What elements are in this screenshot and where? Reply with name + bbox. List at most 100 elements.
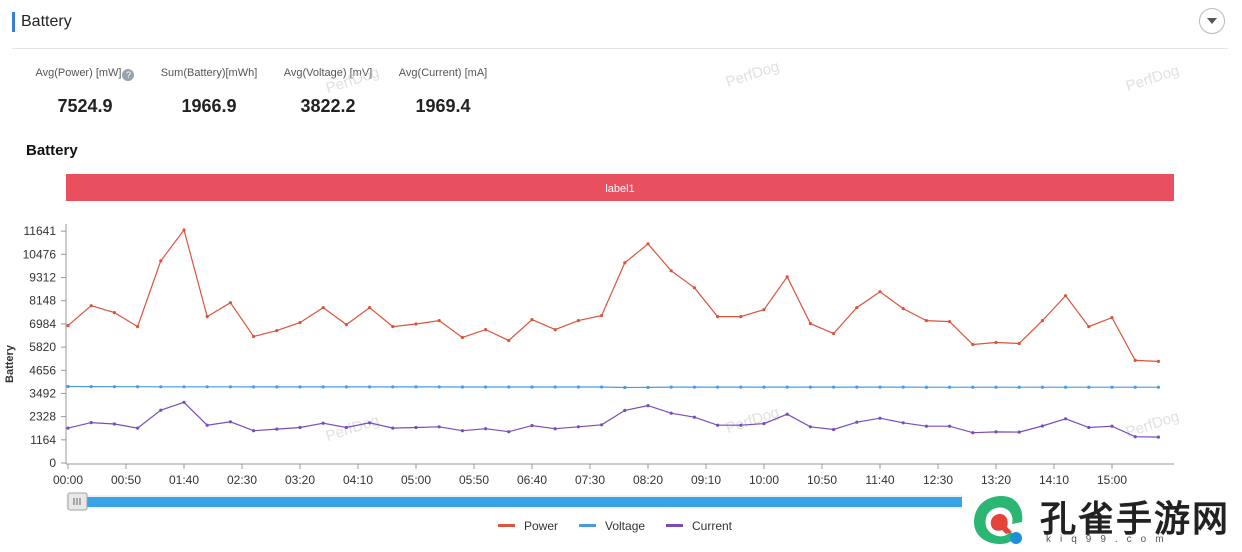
voltage-data-point[interactable] xyxy=(136,385,140,389)
current-data-point[interactable] xyxy=(414,425,418,430)
current-data-point[interactable] xyxy=(159,408,163,412)
voltage-data-point[interactable] xyxy=(391,385,395,389)
current-data-point[interactable] xyxy=(553,427,557,431)
current-data-point[interactable] xyxy=(252,429,256,433)
power-data-point[interactable] xyxy=(1110,316,1114,320)
power-data-point[interactable] xyxy=(205,315,209,319)
current-data-point[interactable] xyxy=(692,415,697,419)
power-data-point[interactable] xyxy=(159,259,163,263)
power-data-point[interactable] xyxy=(414,322,418,326)
current-data-point[interactable] xyxy=(136,426,140,430)
zoom-slider-range[interactable] xyxy=(76,497,1164,507)
current-data-point[interactable] xyxy=(437,425,441,429)
legend-item-power[interactable]: Power xyxy=(498,519,558,533)
power-data-point[interactable] xyxy=(344,323,348,327)
current-data-point[interactable] xyxy=(948,424,952,428)
voltage-series-line[interactable] xyxy=(67,385,1159,389)
voltage-data-point[interactable] xyxy=(924,385,929,389)
voltage-data-point[interactable] xyxy=(576,385,581,389)
power-data-point[interactable] xyxy=(1087,325,1091,329)
power-data-point[interactable] xyxy=(182,228,186,232)
current-data-point[interactable] xyxy=(1017,430,1021,434)
power-data-point[interactable] xyxy=(901,307,905,311)
voltage-data-point[interactable] xyxy=(437,385,441,389)
current-data-point[interactable] xyxy=(1064,417,1068,421)
current-data-point[interactable] xyxy=(507,430,511,434)
voltage-data-point[interactable] xyxy=(600,385,604,389)
current-data-point[interactable] xyxy=(855,420,859,424)
voltage-data-point[interactable] xyxy=(1017,385,1021,389)
current-data-point[interactable] xyxy=(994,430,998,434)
current-data-point[interactable] xyxy=(669,411,673,415)
voltage-data-point[interactable] xyxy=(66,384,70,389)
voltage-data-point[interactable] xyxy=(1133,385,1137,389)
current-data-point[interactable] xyxy=(762,422,766,426)
power-data-point[interactable] xyxy=(252,334,256,339)
power-data-point[interactable] xyxy=(391,325,395,329)
power-data-point[interactable] xyxy=(646,242,650,246)
voltage-data-point[interactable] xyxy=(553,385,557,389)
voltage-data-point[interactable] xyxy=(1064,385,1068,389)
voltage-data-point[interactable] xyxy=(507,385,511,389)
current-data-point[interactable] xyxy=(1040,424,1044,428)
current-data-point[interactable] xyxy=(275,427,279,431)
legend-item-voltage[interactable]: Voltage xyxy=(579,519,645,533)
current-data-point[interactable] xyxy=(66,426,70,430)
current-data-point[interactable] xyxy=(298,425,302,430)
power-data-point[interactable] xyxy=(623,261,627,265)
power-data-point[interactable] xyxy=(553,328,557,332)
power-data-point[interactable] xyxy=(321,306,325,310)
current-data-point[interactable] xyxy=(1087,425,1091,430)
legend-item-current[interactable]: Current xyxy=(666,519,733,533)
current-data-point[interactable] xyxy=(89,421,93,425)
power-data-point[interactable] xyxy=(484,328,488,332)
voltage-data-point[interactable] xyxy=(414,385,418,389)
power-data-point[interactable] xyxy=(66,324,70,328)
voltage-data-point[interactable] xyxy=(321,385,325,389)
current-data-point[interactable] xyxy=(344,425,348,430)
current-data-point[interactable] xyxy=(530,424,534,428)
voltage-data-point[interactable] xyxy=(971,385,975,389)
voltage-data-point[interactable] xyxy=(460,385,464,389)
voltage-data-point[interactable] xyxy=(159,385,163,389)
voltage-data-point[interactable] xyxy=(739,385,743,389)
power-data-point[interactable] xyxy=(1156,359,1160,363)
power-data-point[interactable] xyxy=(994,340,998,345)
voltage-data-point[interactable] xyxy=(344,385,348,389)
power-data-point[interactable] xyxy=(832,331,836,336)
power-data-point[interactable] xyxy=(275,329,279,333)
power-data-point[interactable] xyxy=(136,325,140,329)
current-data-point[interactable] xyxy=(205,423,209,427)
voltage-data-point[interactable] xyxy=(89,385,93,389)
current-data-point[interactable] xyxy=(228,420,232,424)
power-data-point[interactable] xyxy=(878,290,882,294)
voltage-data-point[interactable] xyxy=(205,385,209,389)
power-data-point[interactable] xyxy=(739,315,743,319)
power-data-point[interactable] xyxy=(1133,358,1137,362)
current-data-point[interactable] xyxy=(971,431,975,435)
voltage-data-point[interactable] xyxy=(530,385,534,389)
current-data-point[interactable] xyxy=(646,404,650,408)
power-data-point[interactable] xyxy=(228,301,232,305)
power-data-point[interactable] xyxy=(460,335,464,340)
voltage-data-point[interactable] xyxy=(948,385,952,389)
help-icon[interactable]: ? xyxy=(122,69,135,81)
voltage-data-point[interactable] xyxy=(228,385,232,389)
power-data-point[interactable] xyxy=(600,314,604,318)
current-series-line[interactable] xyxy=(67,401,1159,438)
voltage-data-point[interactable] xyxy=(994,385,998,389)
voltage-data-point[interactable] xyxy=(112,385,116,389)
current-data-point[interactable] xyxy=(1133,435,1137,439)
power-data-point[interactable] xyxy=(808,322,813,326)
current-data-point[interactable] xyxy=(368,421,372,425)
power-data-point[interactable] xyxy=(298,321,302,325)
current-data-point[interactable] xyxy=(321,421,325,425)
power-data-point[interactable] xyxy=(924,319,929,323)
current-data-point[interactable] xyxy=(576,425,581,429)
voltage-data-point[interactable] xyxy=(1110,385,1114,389)
current-data-point[interactable] xyxy=(878,416,882,420)
current-data-point[interactable] xyxy=(182,400,186,404)
collapse-button[interactable] xyxy=(1199,8,1225,34)
power-data-point[interactable] xyxy=(507,338,511,343)
voltage-data-point[interactable] xyxy=(808,385,813,389)
